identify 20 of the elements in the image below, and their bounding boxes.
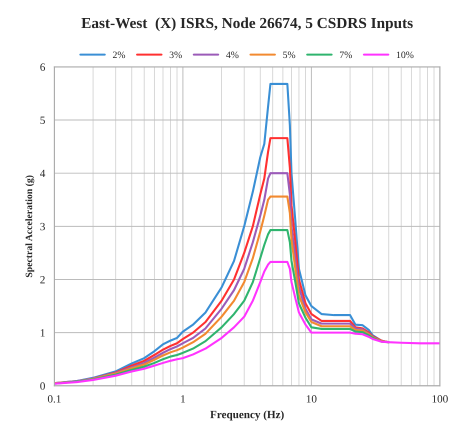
y-tick-label: 3 xyxy=(40,222,45,230)
legend-label: 5% xyxy=(283,52,296,58)
y-tick-label: 6 xyxy=(40,63,46,71)
legend-label: 10% xyxy=(396,52,414,58)
y-tick-label: 4 xyxy=(40,170,46,178)
x-tick-label: 10 xyxy=(306,395,317,403)
legend-label: 7% xyxy=(340,52,352,58)
y-tick-label: 2 xyxy=(40,276,45,284)
y-tick-label: 1 xyxy=(40,329,45,336)
chart-title: East-West (X) ISRS, Node 26674, 5 CSDRS Inputs xyxy=(81,17,413,32)
legend-label: 2% xyxy=(112,52,126,58)
x-tick-label: 1 xyxy=(181,395,186,403)
legend-label: 4% xyxy=(226,52,239,58)
y-tick-label: 0 xyxy=(40,382,45,390)
y-axis-title: Spectral Acceleration (g) xyxy=(25,175,34,278)
legend-label: 3% xyxy=(170,52,182,58)
x-tick-label: 0.1 xyxy=(48,395,61,403)
x-tick-label: 100 xyxy=(432,395,448,403)
y-tick-label: 5 xyxy=(40,116,45,124)
x-axis-title: Frequency (Hz) xyxy=(210,410,284,421)
